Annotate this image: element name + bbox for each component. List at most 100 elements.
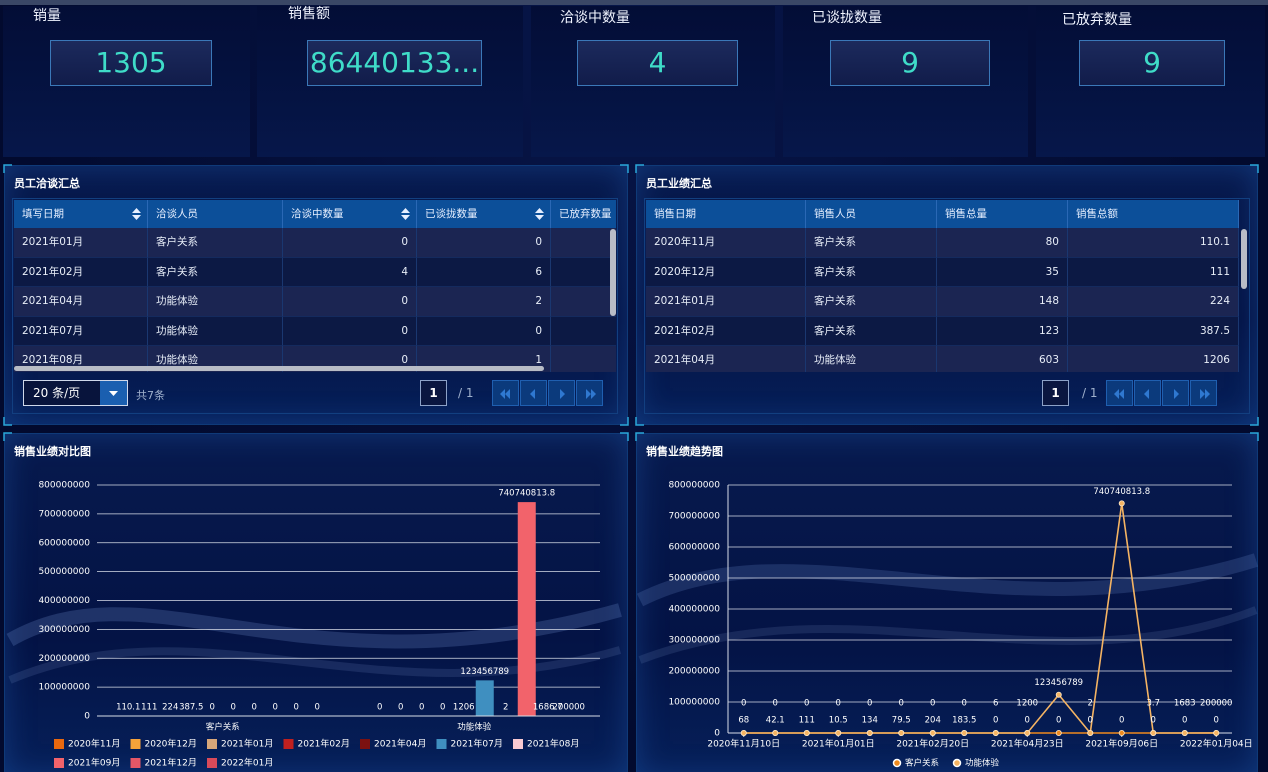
scrollbar (610, 229, 616, 316)
arrow (530, 389, 535, 399)
kpi-label: 销售额 (288, 6, 330, 22)
data-label: 0 (419, 703, 424, 713)
y-tick-label: 400000000 (668, 605, 720, 615)
data-label: 1206 (453, 702, 475, 712)
page-size-select[interactable]: 20 条/页 (23, 380, 128, 406)
data-label: 0 (1088, 716, 1093, 726)
table-cell: 123 (937, 316, 1068, 346)
table-header: 已放弃数量 (551, 200, 616, 228)
table-cell-empty (551, 287, 616, 317)
table-cell: 0 (283, 316, 417, 346)
legend-marker (952, 758, 962, 768)
chart-panel (636, 433, 1258, 772)
data-label: 183.5 (952, 715, 976, 725)
kpi-value: 1305 (50, 40, 212, 86)
data-label: 1683 (1174, 699, 1196, 709)
legend-swatch (54, 739, 64, 749)
data-label: 0 (1056, 716, 1061, 726)
table-frame (644, 198, 1250, 414)
legend-label: 2021年04月 (374, 738, 426, 750)
sort-icon[interactable] (535, 208, 544, 220)
table-cell: 2020年12月 (646, 257, 806, 287)
table-header[interactable]: 洽谈中数量 (283, 200, 417, 228)
point (898, 730, 905, 737)
table-cell: 2021年02月 (14, 257, 148, 287)
y-tick-label: 400000000 (38, 596, 90, 606)
y-tick-label: 600000000 (668, 543, 720, 553)
kpi-label: 已谈拢数量 (812, 10, 882, 26)
data-label: 68 (738, 716, 749, 726)
kpi-value: 4 (577, 40, 738, 86)
point (1150, 730, 1157, 737)
table-header[interactable]: 填写日期 (14, 200, 148, 228)
table-viewport: 填写日期 洽谈人员 洽谈中数量 已谈拢数量 已放弃数量 2021年01月 客户关系 0 0 202… (14, 200, 616, 372)
point (772, 730, 779, 737)
data-label: 42.1 (766, 716, 785, 726)
data-label: 0 (1182, 716, 1187, 726)
data-label: 110.1 (116, 702, 140, 712)
kpi-label: 洽谈中数量 (560, 10, 630, 26)
table-header[interactable]: 已谈拢数量 (417, 200, 551, 228)
table-cell: 4 (283, 257, 417, 287)
data-label: 0 (440, 703, 445, 713)
data-label: 0 (398, 703, 403, 713)
table-cell: 35 (937, 257, 1068, 287)
page-button[interactable] (576, 380, 603, 406)
dropdown[interactable] (100, 381, 127, 405)
data-label: 0 (993, 716, 998, 726)
table-header: 销售总额 (1068, 200, 1239, 228)
panel-corner (3, 432, 629, 441)
table-cell: 603 (937, 346, 1068, 372)
data-label: 0 (899, 699, 904, 709)
data-label: 0 (1025, 716, 1030, 726)
point (1213, 729, 1220, 736)
page-button[interactable] (520, 380, 547, 406)
bar (517, 502, 536, 716)
table-cell: 2021年04月 (14, 287, 148, 317)
page-button[interactable] (1134, 380, 1161, 406)
kpi-label: 销量 (33, 8, 61, 24)
table-cell: 客户关系 (148, 228, 283, 258)
data-label: 0 (252, 703, 257, 713)
page-input[interactable]: 1 (420, 380, 447, 406)
page-button[interactable] (492, 380, 519, 406)
data-label: 204 (925, 715, 941, 725)
point (1055, 691, 1062, 698)
page-input[interactable]: 1 (1042, 380, 1069, 406)
point (992, 730, 999, 737)
page-button[interactable] (1162, 380, 1189, 406)
data-label: 0 (210, 703, 215, 713)
y-tick-label: 800000000 (38, 481, 90, 491)
table-cell: 1206 (1068, 346, 1239, 372)
table-header: 销售人员 (806, 200, 937, 228)
table-cell: 功能体验 (148, 316, 283, 346)
point (740, 730, 747, 737)
chart-title: 销售业绩对比图 (14, 444, 91, 458)
table-cell: 客户关系 (806, 228, 937, 258)
table-cell: 2021年01月 (14, 228, 148, 258)
legend-swatch (360, 739, 370, 749)
page-button[interactable] (548, 380, 575, 406)
legend-swatch (130, 739, 141, 749)
table-cell: 110.1 (1068, 228, 1239, 258)
sort-icon[interactable] (401, 208, 410, 220)
data-label: 0 (741, 699, 746, 709)
legend-label: 2022年01月 (221, 757, 273, 769)
table-cell: 客户关系 (148, 257, 283, 287)
legend-label: 2021年02月 (298, 738, 350, 750)
page-button[interactable] (1106, 380, 1133, 406)
legend-label: 2021年12月 (145, 757, 197, 769)
x-tick-label: 2021年01月01日 (802, 738, 875, 750)
table-title: 员工业绩汇总 (646, 177, 712, 190)
point (866, 730, 873, 737)
data-label: 2 (503, 703, 508, 713)
panel-corner (3, 164, 629, 173)
panel-corner (635, 417, 1259, 426)
table-header: 洽谈人员 (148, 200, 283, 228)
page-button[interactable] (1190, 380, 1217, 406)
data-label: 111 (141, 702, 157, 712)
sort-icon[interactable] (132, 208, 141, 220)
data-label: 0 (867, 699, 872, 709)
arrow (1200, 389, 1210, 399)
table-cell: 功能体验 (806, 346, 937, 372)
